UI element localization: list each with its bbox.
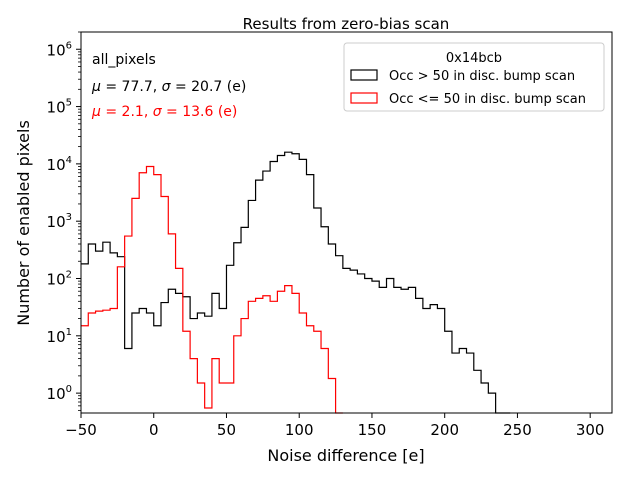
y-tick-label: 101 [47,327,72,346]
sigma-symbol: σ [162,79,172,95]
y-tick-label: 102 [47,270,72,289]
legend-entry-red: Occ <= 50 in disc. bump scan [389,92,586,107]
legend-swatch-black [350,69,378,81]
chart-title: Results from zero-bias scan [243,15,450,33]
legend: 0x14bcb Occ > 50 in disc. bump scan Occ … [343,42,605,112]
legend-box [343,42,605,112]
mu-value: = 77.7, [101,79,162,95]
series-black-step-line [81,151,511,414]
y-tick-label: 103 [47,212,72,231]
plot-frame [80,31,613,414]
x-tick-label: 200 [430,421,459,439]
x-axis-label: Noise difference [e] [267,446,424,465]
x-tick-label: 100 [285,421,314,439]
y-tick-label: 105 [47,98,72,117]
legend-entry-black: Occ > 50 in disc. bump scan [389,69,575,84]
x-tick-label: −50 [65,421,97,439]
x-tick-label: 50 [217,421,236,439]
y-axis-ticks: 100 101 102 103 104 105 106 [47,31,81,411]
annotation-stats-black: μ = 77.7, σ = 20.7 (e) [91,79,246,95]
series-red-step-line [81,165,343,414]
annotation-stats-red: μ = 2.1, σ = 13.6 (e) [91,104,237,120]
x-tick-label: 300 [576,421,605,439]
x-axis-ticks: −50 0 50 100 150 200 250 300 [65,413,604,439]
mu-value: = 2.1, [101,104,153,120]
sigma-value: = 20.7 (e) [171,79,247,95]
y-tick-label: 106 [47,40,72,59]
y-axis-label: Number of enabled pixels [14,120,33,326]
sigma-value: = 13.6 (e) [162,104,238,120]
annotation-label: all_pixels [92,52,156,68]
x-tick-label: 0 [149,421,159,439]
sigma-symbol: σ [153,104,163,120]
legend-swatch-red [350,92,378,104]
y-tick-label: 104 [47,155,72,174]
mu-symbol: μ [91,79,101,95]
x-tick-label: 250 [503,421,532,439]
series-layer [81,151,511,414]
mu-symbol: μ [91,104,101,120]
y-tick-label: 100 [47,384,72,403]
x-tick-label: 150 [358,421,387,439]
legend-title: 0x14bcb [446,51,502,66]
